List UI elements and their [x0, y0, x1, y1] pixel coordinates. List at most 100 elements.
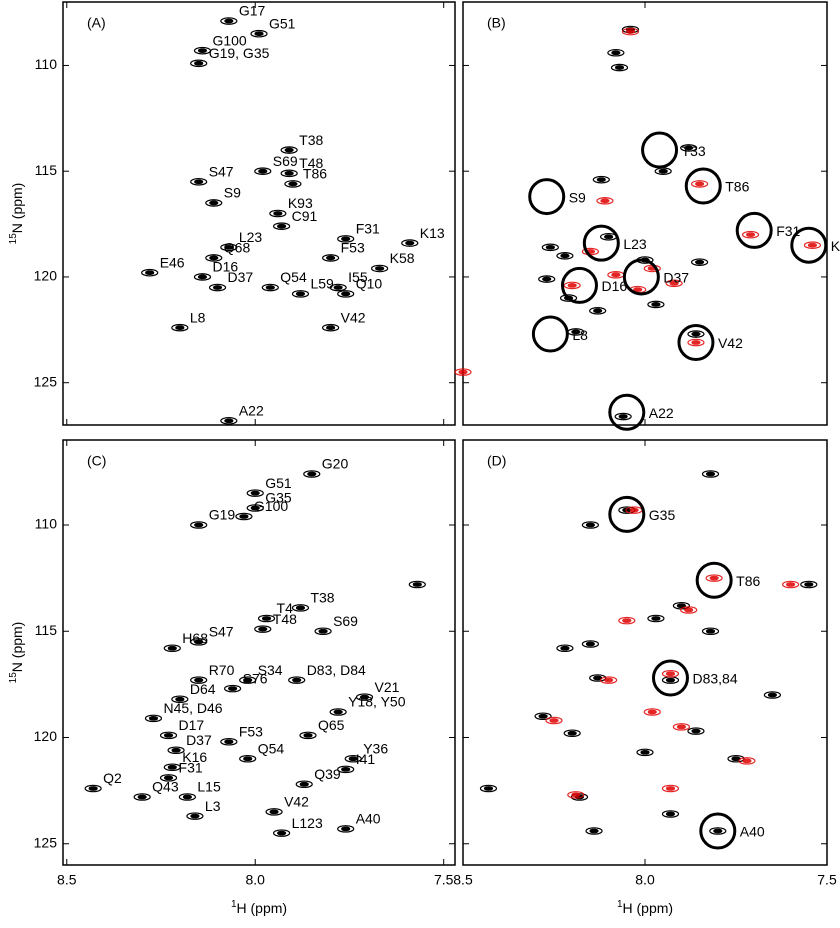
peak — [163, 763, 181, 772]
peak — [133, 793, 151, 801]
highlight-label: D37 — [663, 270, 689, 286]
peak-label: S47 — [209, 624, 234, 640]
peak — [239, 514, 249, 519]
peak-label: S69 — [273, 153, 298, 169]
peak — [209, 255, 219, 261]
peak — [713, 828, 723, 834]
peak — [684, 145, 694, 151]
peak-label: G20 — [322, 456, 349, 472]
x-axis-label-sup: 1 — [231, 899, 237, 910]
peak — [182, 794, 192, 800]
highlight-circle — [528, 178, 566, 216]
peak — [803, 241, 822, 250]
peak — [243, 677, 253, 683]
peak — [742, 758, 752, 764]
y-tick-label: 110 — [35, 56, 58, 72]
peak — [596, 177, 606, 183]
peak-label: L59 — [310, 276, 334, 292]
peak-label: Y36 — [363, 740, 388, 756]
peak — [159, 731, 178, 740]
peak — [727, 754, 745, 763]
peak — [651, 302, 661, 307]
panel-label: (B) — [487, 15, 506, 31]
peak-label: T38 — [310, 590, 334, 606]
peak — [220, 17, 238, 25]
peak — [254, 31, 264, 37]
peak — [295, 605, 306, 611]
peak-label: D83, D84 — [307, 662, 366, 678]
highlight-circle — [677, 324, 715, 362]
x-axis-label-sup: 1 — [617, 899, 623, 910]
peak — [589, 828, 599, 834]
peak — [640, 749, 650, 755]
peak — [141, 268, 159, 277]
peak — [687, 338, 705, 347]
peak — [284, 180, 302, 188]
highlight-circle — [608, 393, 646, 431]
peak — [159, 774, 178, 782]
peak — [291, 290, 310, 298]
peak — [585, 522, 596, 528]
peak-label: L15 — [197, 779, 221, 795]
peak — [785, 582, 796, 587]
peak — [337, 290, 355, 298]
peak — [618, 616, 636, 625]
peak — [171, 323, 189, 332]
peak — [163, 732, 174, 738]
peak — [705, 628, 716, 634]
peak — [273, 211, 283, 216]
peak — [621, 27, 640, 36]
peak — [589, 674, 607, 682]
peak — [341, 236, 351, 242]
peak — [284, 170, 294, 176]
peak — [171, 695, 189, 704]
peak-label: D37 — [186, 732, 212, 748]
peak — [333, 285, 343, 290]
peak-label: I41 — [356, 751, 376, 767]
peak — [589, 306, 607, 315]
peak — [545, 244, 555, 250]
peak — [483, 786, 494, 791]
peak-label: F31 — [179, 760, 203, 776]
peak — [611, 272, 621, 278]
peak — [220, 243, 238, 252]
peak — [194, 639, 204, 645]
peak — [684, 607, 694, 613]
peak — [549, 718, 559, 723]
highlight-circle — [608, 495, 646, 533]
peak-label: D16 — [212, 259, 238, 275]
peak — [265, 285, 275, 290]
peak — [661, 669, 680, 678]
peak — [658, 168, 668, 174]
peak-label: T38 — [299, 132, 323, 148]
peak-label: G51 — [265, 475, 292, 491]
panel-label: (A) — [87, 15, 106, 31]
y-tick-label: 125 — [34, 373, 58, 389]
highlight-circle — [651, 659, 689, 697]
peak — [205, 199, 223, 207]
peak — [209, 200, 219, 206]
peak — [284, 147, 294, 153]
highlight-circle — [790, 226, 828, 264]
y-tick-label: 110 — [35, 516, 58, 532]
peak — [665, 279, 683, 288]
peak — [800, 580, 818, 589]
peak — [197, 48, 208, 54]
peak — [239, 754, 257, 763]
peak — [194, 522, 204, 528]
y-axis-label-sup: 15 — [8, 672, 19, 684]
peak-label: I55 — [348, 269, 368, 285]
peak-label: G100 — [254, 498, 288, 514]
peak — [190, 59, 208, 68]
y-axis-label: 15N (ppm) — [8, 183, 25, 245]
peak — [333, 709, 343, 715]
peak-label: S9 — [224, 185, 241, 201]
peak-label: L3 — [205, 798, 221, 814]
peak — [212, 285, 223, 290]
peak — [781, 580, 800, 589]
peak — [224, 739, 234, 745]
peak-label: D64 — [190, 681, 216, 697]
y-tick-label: 115 — [35, 162, 58, 178]
highlight-circle — [622, 258, 660, 296]
